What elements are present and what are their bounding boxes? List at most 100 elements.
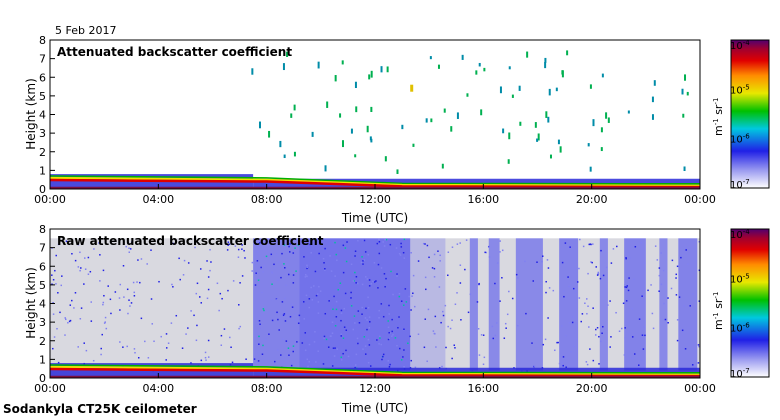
noise-speckle <box>411 295 413 297</box>
noise-speckle <box>128 299 130 301</box>
noise-speckle <box>340 309 343 312</box>
noise-speckle <box>405 301 408 303</box>
noise-speckle <box>290 364 293 367</box>
noise-speckle <box>563 295 565 298</box>
cloud-dot <box>684 74 687 81</box>
noise-speckle <box>258 343 260 345</box>
noise-speckle <box>501 249 504 252</box>
noise-speckle <box>369 321 371 323</box>
noise-speckle <box>625 257 627 260</box>
noise-speckle <box>366 278 369 280</box>
noise-speckle <box>698 241 701 243</box>
noise-speckle <box>345 349 347 352</box>
noise-speckle <box>367 361 370 364</box>
x-tick-label: 00:00 <box>684 382 716 395</box>
noise-speckle <box>79 251 81 254</box>
noise-speckle <box>562 356 565 358</box>
noise-speckle <box>227 244 229 246</box>
noise-speckle <box>226 249 229 251</box>
noise-speckle <box>634 245 637 248</box>
noise-speckle <box>678 296 681 298</box>
noise-speckle <box>90 320 93 322</box>
noise-speckle <box>303 318 306 320</box>
noise-speckle <box>400 242 402 245</box>
cloud-dot <box>508 132 511 140</box>
colorbar-unit-2: m-1 sr-1 <box>712 292 725 330</box>
noise-speckle <box>355 353 358 356</box>
x-axis-label-1: Time (UTC) <box>341 211 408 225</box>
noise-speckle <box>562 364 564 367</box>
cloud-dot <box>456 112 459 119</box>
noise-speckle <box>398 292 401 295</box>
cloud-dot <box>354 81 357 89</box>
noise-speckle <box>342 352 344 355</box>
noise-speckle <box>624 336 626 339</box>
noise-speckle <box>340 319 342 322</box>
noise-speckle <box>227 289 229 292</box>
noise-speckle <box>354 364 357 366</box>
noise-speckle <box>73 307 75 309</box>
noise-speckle <box>109 298 112 301</box>
boundary-green-line <box>49 175 701 185</box>
noise-speckle <box>314 270 317 273</box>
noise-speckle <box>77 346 79 348</box>
noise-speckle <box>435 346 437 348</box>
noise-speckle <box>65 318 67 321</box>
noise-speckle <box>292 282 295 284</box>
noise-speckle <box>364 345 367 347</box>
noise-speckle <box>616 245 618 248</box>
y-axis-label-1: Height (km) <box>24 78 38 149</box>
noise-speckle <box>317 350 319 352</box>
noise-speckle <box>322 257 325 260</box>
noise-speckle <box>387 320 389 322</box>
noise-speckle <box>301 342 304 344</box>
noise-speckle <box>288 245 290 248</box>
noise-speckle <box>565 366 567 368</box>
noise-speckle <box>102 303 104 306</box>
noise-speckle <box>122 265 125 267</box>
noise-speckle <box>564 242 567 244</box>
boundary-yellow-line <box>49 176 701 187</box>
noise-speckle <box>167 342 170 344</box>
noise-speckle <box>126 288 129 291</box>
noise-speckle <box>432 330 435 332</box>
noise-speckle <box>364 317 367 319</box>
x-axis-label-2: Time (UTC) <box>341 401 408 415</box>
y-tick-label: 5 <box>39 90 46 103</box>
x-tick-label: 04:00 <box>142 193 174 206</box>
noise-speckle <box>328 300 330 302</box>
noise-speckle <box>426 244 429 247</box>
noise-speckle <box>589 348 591 350</box>
cloud-dot <box>410 84 414 92</box>
noise-speckle <box>354 255 356 257</box>
noise-speckle <box>354 250 357 252</box>
noise-band <box>410 238 446 371</box>
noise-speckle <box>271 319 274 322</box>
noise-speckle <box>254 284 257 286</box>
noise-speckle <box>331 365 334 367</box>
noise-speckle <box>61 275 63 277</box>
noise-speckle <box>55 254 57 257</box>
noise-speckle <box>319 290 322 292</box>
noise-speckle <box>575 338 578 340</box>
noise-speckle <box>488 256 491 258</box>
noise-speckle <box>271 283 273 285</box>
noise-speckle <box>378 309 380 312</box>
noise-speckle <box>433 276 436 278</box>
noise-speckle <box>601 332 603 335</box>
noise-speckle <box>598 363 600 365</box>
noise-speckle <box>324 268 326 270</box>
noise-speckle <box>123 296 125 298</box>
noise-speckle <box>182 274 185 276</box>
noise-speckle <box>344 292 347 295</box>
noise-speckle <box>385 238 388 241</box>
noise-speckle <box>637 364 640 366</box>
colorbar-tick-label: 10-6 <box>730 133 750 146</box>
noise-speckle <box>334 275 336 277</box>
y-tick-label: 0 <box>39 183 46 196</box>
noise-speckle <box>412 274 415 277</box>
noise-speckle <box>187 327 189 329</box>
cloud-dot <box>279 140 282 148</box>
noise-speckle <box>431 267 434 269</box>
y-tick-label: 1 <box>39 353 46 366</box>
